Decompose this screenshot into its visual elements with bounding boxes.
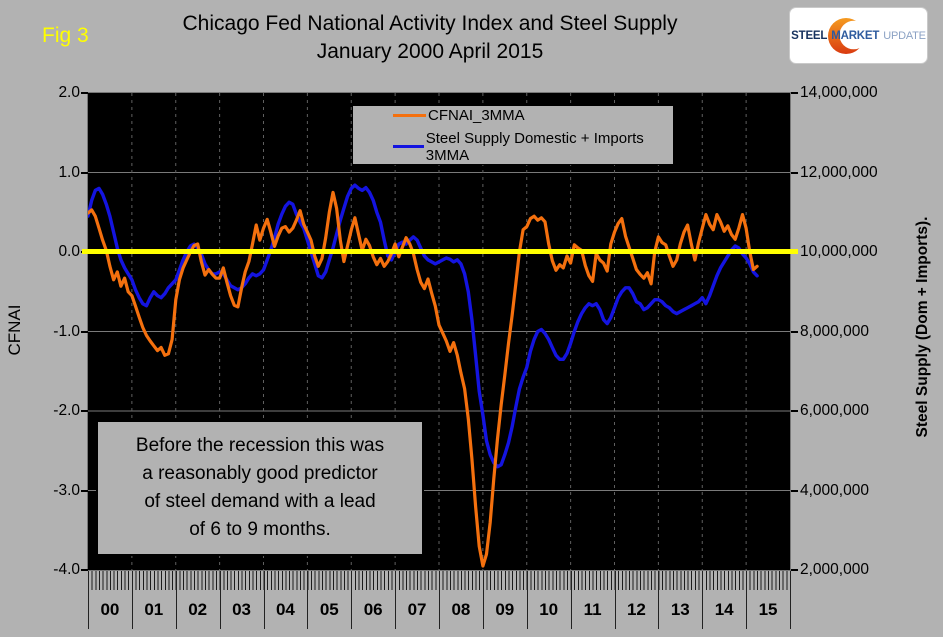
x-axis-year-separator: [88, 571, 89, 629]
legend-line-sample: [393, 145, 424, 148]
annotation-line: of steel demand with a lead: [144, 491, 376, 512]
x-axis-year-label: 07: [407, 600, 427, 619]
left-axis-tick-label: -2.0: [53, 402, 80, 419]
x-axis-year-separator: [131, 571, 133, 629]
left-axis-tick-label: 1.0: [58, 163, 80, 181]
logo-crescent-icon: [828, 17, 866, 55]
x-axis-year-label: 04: [275, 600, 295, 619]
left-axis-tick-mark: [81, 569, 88, 571]
right-axis-tick-mark: [791, 92, 798, 94]
right-axis-tick-label: 10,000,000: [800, 243, 878, 260]
legend-item-1: Steel Supply Domestic + Imports 3MMA: [393, 130, 673, 164]
x-axis-year-label: 00: [100, 600, 120, 619]
x-axis-year-separator: [526, 571, 528, 629]
x-axis-year-separator: [614, 571, 616, 629]
zero-reference-line: [82, 249, 798, 254]
x-axis-year-label: 09: [495, 600, 515, 619]
x-axis-year-label: 11: [583, 600, 602, 619]
figure-label: Fig 3: [42, 24, 89, 47]
right-axis-tick-label: 2,000,000: [800, 561, 869, 578]
chart-title: Chicago Fed National Activity Index and …: [60, 10, 800, 66]
left-axis-tick-mark: [81, 330, 88, 333]
logo-text: STEEL MARKET UPDATE: [790, 30, 927, 42]
x-axis-year-label: 15: [758, 600, 778, 619]
left-axis-tick-mark: [81, 489, 88, 492]
left-axis-tick-label: 2.0: [58, 84, 80, 101]
logo-word-update: UPDATE: [883, 29, 926, 42]
x-axis-year-label: 10: [539, 600, 559, 619]
x-axis-year-label: 13: [670, 600, 690, 619]
x-axis-year-separator: [570, 571, 572, 629]
right-axis-tick-label: 6,000,000: [800, 402, 869, 419]
right-axis-tick-label: 14,000,000: [800, 84, 878, 101]
left-axis-tick-label: -4.0: [53, 561, 80, 578]
legend-label: CFNAI_3MMA: [428, 106, 525, 124]
right-axis-tick-mark: [791, 489, 798, 492]
left-axis-tick-label: -1.0: [53, 322, 80, 340]
legend-box: CFNAI_3MMA Steel Supply Domestic + Import…: [352, 105, 674, 165]
annotation-box: Before the recession this was a reasonabl…: [96, 420, 424, 556]
right-axis-tick-mark: [791, 330, 798, 333]
x-axis-year-separator: [263, 571, 265, 629]
chart-title-line2: January 2000 April 2015: [316, 40, 544, 63]
left-axis-tick-label: 0.0: [58, 243, 80, 260]
x-axis-year-label: 14: [714, 600, 734, 619]
x-axis-year-separator: [439, 571, 440, 629]
right-axis-title: Steel Supply (Dom + Imports).: [914, 216, 931, 438]
x-axis-year-separator: [395, 571, 397, 629]
legend-label: Steel Supply Domestic + Imports 3MMA: [425, 129, 644, 164]
right-axis-tick-label: 8,000,000: [800, 322, 869, 340]
x-axis-year-label: 02: [188, 600, 208, 619]
left-axis-tick-mark: [81, 410, 88, 412]
annotation-line: of 6 to 9 months.: [189, 519, 331, 540]
x-axis-year-separator: [746, 571, 748, 629]
right-axis-tick-mark: [791, 171, 798, 174]
x-axis-year-separator: [175, 571, 177, 629]
right-axis-tick-label: 4,000,000: [800, 481, 869, 499]
x-axis-year-separator: [702, 571, 704, 629]
x-axis-year-separator: [658, 571, 660, 629]
annotation-line: Before the recession this was: [135, 435, 385, 456]
logo-word-market: MARKET: [831, 29, 880, 42]
right-axis-tick-label: 12,000,000: [800, 163, 878, 181]
x-axis-year-label: 03: [232, 600, 252, 619]
x-axis-year-separator: [351, 571, 353, 629]
x-axis-year-separator: [790, 571, 791, 629]
x-axis-year-label: 01: [144, 600, 164, 619]
left-axis-tick-label: -3.0: [53, 481, 80, 499]
legend-item-0: CFNAI_3MMA: [393, 107, 673, 124]
x-axis-year-separator: [307, 571, 309, 629]
annotation-line: a reasonably good predictor: [142, 463, 378, 484]
left-axis-tick-mark: [81, 171, 88, 174]
left-axis-tick-mark: [81, 92, 88, 94]
right-axis-tick-mark: [791, 569, 798, 571]
chart-title-line1: Chicago Fed National Activity Index and …: [182, 12, 678, 35]
x-axis-year-separator: [482, 571, 484, 629]
logo-word-steel: STEEL: [791, 29, 828, 42]
x-axis-year-label: 05: [319, 600, 339, 619]
x-axis-year-label: 08: [451, 600, 471, 619]
legend-line-sample: [393, 113, 426, 117]
x-axis-year-separator: [219, 571, 221, 629]
x-axis-year-label: 06: [363, 600, 383, 619]
steel-market-update-logo: STEEL MARKET UPDATE: [789, 7, 928, 64]
x-axis-year-label: 12: [626, 600, 646, 619]
right-axis-tick-mark: [791, 410, 798, 412]
